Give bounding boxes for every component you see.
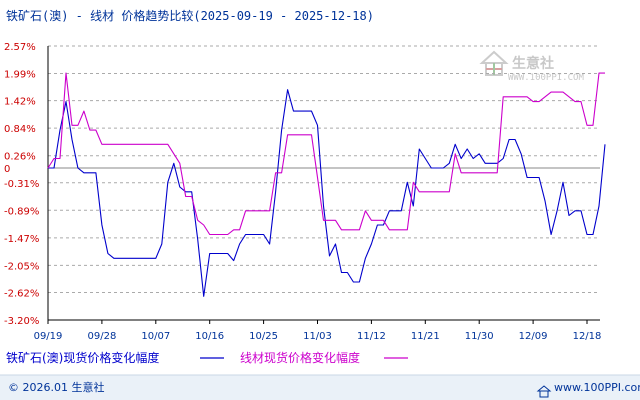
- y-tick-label: -1.47%: [4, 234, 39, 245]
- x-tick-label: 10/25: [249, 331, 278, 342]
- x-tick-label: 09/19: [34, 331, 63, 342]
- y-tick-label: 2.57%: [4, 42, 36, 53]
- x-tick-labels: 09/19 09/28 10/07 10/16 10/25 11/03 11/12 11/21…: [34, 320, 602, 342]
- y-tick-label: 1.99%: [4, 70, 36, 81]
- x-tick-label: 10/07: [141, 331, 170, 342]
- x-tick-label: 10/16: [195, 331, 224, 342]
- footer-bar: [0, 375, 640, 400]
- x-tick-label: 11/30: [465, 331, 494, 342]
- y-tick-labels: 2.57% 1.99% 1.42% 0.84% 0.26%0 -0.31% -0.89% -1…: [4, 42, 39, 327]
- footer-house-icon: [536, 385, 552, 398]
- y-tick-label: 0.84%: [4, 124, 36, 135]
- watermark-logo: 生意社 WWW.100PPI.COM: [479, 50, 584, 83]
- watermark-url: WWW.100PPI.COM: [508, 73, 584, 83]
- watermark-name: 生意社: [512, 55, 554, 72]
- x-tick-label: 12/18: [573, 331, 602, 342]
- chart-title: 铁矿石(澳) - 线材 价格趋势比较(2025-09-19 - 2025-12-…: [6, 8, 374, 23]
- grid-lines: [48, 45, 600, 321]
- series-line-wire-rod: [47, 72, 605, 236]
- series-line-iron-ore: [48, 89, 606, 297]
- y-tick-label: 0.26%: [4, 152, 36, 163]
- y-tick-label: 0: [4, 164, 10, 175]
- y-tick-label: 1.42%: [4, 97, 36, 108]
- legend-label-wire: 线材现货价格变化幅度: [240, 350, 360, 365]
- y-tick-label: -0.31%: [4, 179, 39, 190]
- x-tick-label: 12/09: [519, 331, 548, 342]
- legend: 铁矿石(澳)现货价格变化幅度 线材现货价格变化幅度: [6, 350, 408, 365]
- y-tick-label: -0.89%: [4, 206, 39, 217]
- x-tick-label: 11/21: [411, 331, 440, 342]
- x-tick-label: 11/12: [357, 331, 386, 342]
- x-tick-label: 09/28: [87, 331, 116, 342]
- house-logo-icon: [479, 50, 509, 76]
- series-lines: [47, 72, 606, 297]
- y-tick-label: -2.62%: [4, 288, 39, 299]
- x-tick-label: 11/03: [303, 331, 332, 342]
- axes: [47, 46, 600, 321]
- legend-label-iron: 铁矿石(澳)现货价格变化幅度: [6, 350, 159, 365]
- footer-copyright: © 2026.01 生意社: [8, 380, 104, 394]
- y-tick-label: -2.05%: [4, 261, 39, 272]
- footer-site-link[interactable]: www.100PPI.com: [554, 381, 640, 394]
- y-tick-label: -3.20%: [4, 316, 39, 327]
